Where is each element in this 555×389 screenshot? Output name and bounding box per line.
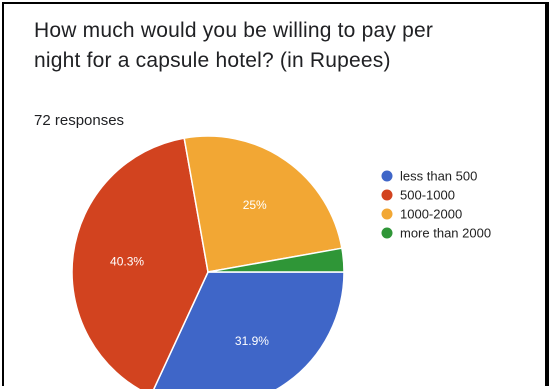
legend-swatch-less-than-500 — [381, 170, 393, 182]
pie-slice-less-than-500 — [153, 271, 345, 389]
legend-item-1000-2000: 1000-2000 — [381, 207, 462, 222]
legend-item-less-than-500: less than 500 — [381, 169, 477, 184]
legend-label-1000-2000: 1000-2000 — [400, 207, 462, 222]
legend-item-500-1000: 500-1000 — [381, 188, 455, 203]
pie-slices — [71, 135, 345, 389]
legend-swatch-more-than-2000 — [381, 227, 393, 239]
pie-slice-labels: 31.9% 40.3% 25% — [110, 198, 269, 348]
legend-label-more-than-2000: more than 2000 — [400, 226, 491, 241]
legend-label-less-than-500: less than 500 — [400, 169, 477, 184]
question-title: How much would you be willing to pay per… — [34, 19, 434, 72]
legend-swatch-500-1000 — [381, 189, 393, 201]
legend-label-500-1000: 500-1000 — [400, 188, 455, 203]
slice-label-less-than-500: 31.9% — [235, 334, 269, 348]
response-count: 72 responses — [34, 112, 125, 129]
slice-label-1000-2000: 25% — [243, 198, 267, 212]
chart-legend: less than 500 500-1000 1000-2000 more than … — [381, 169, 491, 241]
slice-label-500-1000: 40.3% — [110, 255, 144, 269]
pie-slice-500-1000 — [71, 137, 209, 389]
legend-swatch-1000-2000 — [381, 208, 393, 220]
legend-item-more-than-2000: more than 2000 — [381, 226, 491, 241]
pie-slice-1000-2000 — [183, 135, 343, 273]
pie-slice-more-than-2000 — [207, 247, 345, 273]
